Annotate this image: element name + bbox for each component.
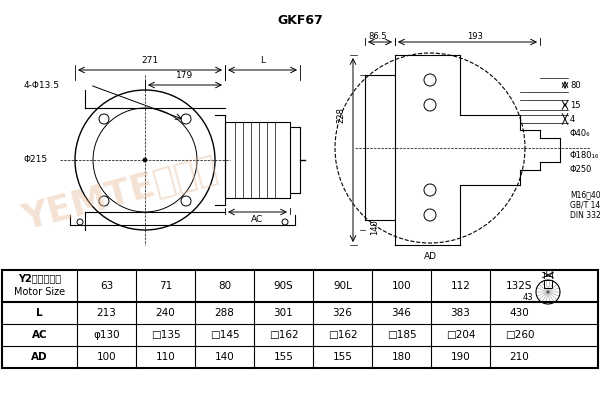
Text: 383: 383	[451, 308, 470, 318]
Text: 110: 110	[155, 352, 175, 362]
Text: □204: □204	[446, 330, 475, 340]
Text: 193: 193	[467, 32, 483, 41]
Text: 326: 326	[332, 308, 352, 318]
Bar	[225, 122, 290, 198]
Text: 228: 228	[336, 107, 345, 123]
Text: 112: 112	[451, 281, 470, 291]
Text: 4: 4	[570, 115, 575, 124]
Text: 71: 71	[159, 281, 172, 291]
Text: DIN 332: DIN 332	[570, 211, 600, 220]
Text: 63: 63	[100, 281, 113, 291]
Text: 190: 190	[451, 352, 470, 362]
Text: 12: 12	[543, 270, 553, 279]
Text: 155: 155	[332, 352, 352, 362]
Text: 430: 430	[509, 308, 529, 318]
Text: 155: 155	[274, 352, 293, 362]
Text: AC: AC	[251, 215, 263, 224]
Text: 180: 180	[392, 352, 412, 362]
Text: 43: 43	[523, 292, 533, 301]
Text: 15: 15	[570, 100, 581, 109]
Text: Φ250: Φ250	[570, 166, 592, 175]
Text: 346: 346	[392, 308, 412, 318]
Text: 90L: 90L	[333, 281, 352, 291]
Text: 179: 179	[176, 71, 194, 80]
Text: □135: □135	[151, 330, 181, 340]
Bar	[2, 270, 598, 368]
Text: AD: AD	[424, 252, 437, 261]
Text: 140: 140	[215, 352, 235, 362]
Text: □145: □145	[209, 330, 239, 340]
Text: Y2电机机座号: Y2电机机座号	[18, 273, 61, 283]
Text: 140: 140	[371, 219, 380, 235]
Text: 4-Φ13.5: 4-Φ13.5	[24, 81, 60, 90]
Text: 86.5: 86.5	[368, 32, 388, 41]
Text: AC: AC	[32, 330, 47, 340]
Circle shape	[143, 158, 147, 162]
Text: 271: 271	[142, 56, 158, 65]
Text: Φ215: Φ215	[24, 156, 48, 164]
Text: 100: 100	[392, 281, 412, 291]
Text: 240: 240	[155, 308, 175, 318]
Text: 100: 100	[97, 352, 116, 362]
Text: M16深40: M16深40	[570, 190, 600, 200]
Text: Motor Size: Motor Size	[14, 287, 65, 297]
Text: 80: 80	[570, 81, 581, 90]
Text: 132S: 132S	[506, 281, 533, 291]
Text: GKF67: GKF67	[277, 14, 323, 27]
Text: φ130: φ130	[93, 330, 120, 340]
Text: □162: □162	[269, 330, 298, 340]
Text: 213: 213	[97, 308, 116, 318]
Text: 90S: 90S	[274, 281, 293, 291]
Text: 301: 301	[274, 308, 293, 318]
Text: □162: □162	[328, 330, 358, 340]
Text: Φ40₆: Φ40₆	[570, 128, 590, 138]
Text: □260: □260	[505, 330, 534, 340]
Text: □185: □185	[386, 330, 416, 340]
Bar	[544, 280, 552, 288]
Text: L: L	[36, 308, 43, 318]
Text: 210: 210	[509, 352, 529, 362]
Text: 80: 80	[218, 281, 231, 291]
Text: Φ180₁₆: Φ180₁₆	[570, 151, 599, 160]
Text: 288: 288	[215, 308, 235, 318]
Text: AD: AD	[31, 352, 48, 362]
Text: YEMTE瓦鸡特: YEMTE瓦鸡特	[19, 153, 221, 237]
Text: L: L	[260, 56, 265, 65]
Text: GB/T 145: GB/T 145	[570, 200, 600, 209]
